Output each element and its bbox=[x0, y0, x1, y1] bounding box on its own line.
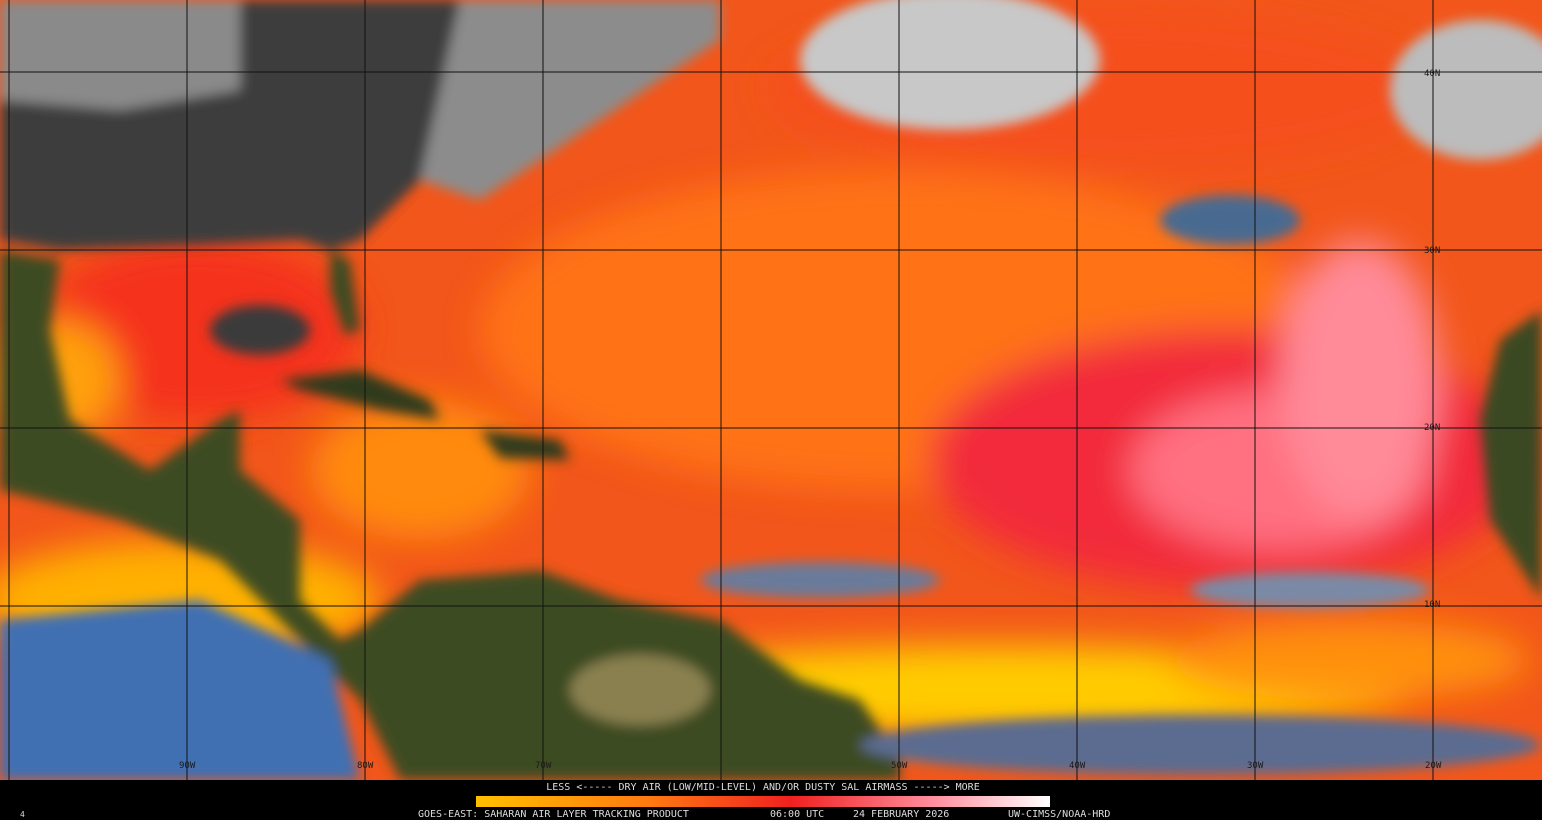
latitude-label: 30N bbox=[1424, 246, 1440, 256]
longitude-label: 70W bbox=[535, 761, 552, 771]
credit: UW-CIMSS/NOAA-HRD bbox=[1008, 809, 1110, 820]
longitude-label: 20W bbox=[1425, 761, 1442, 771]
legend-caption: LESS <----- DRY AIR (LOW/MID-LEVEL) AND/… bbox=[546, 782, 979, 793]
longitude-label: 50W bbox=[891, 761, 908, 771]
lat-lon-grid: 90W 80W 70W 50W 40W 30W 20W 40N 30N 20N 10N bbox=[0, 0, 1542, 780]
time: 06:00 UTC bbox=[770, 809, 824, 820]
imagery bbox=[0, 0, 1542, 780]
latitude-label: 20N bbox=[1424, 423, 1440, 433]
longitude-label: 30W bbox=[1247, 761, 1264, 771]
latitude-label: 40N bbox=[1424, 69, 1440, 79]
date: 24 FEBRUARY 2026 bbox=[853, 809, 949, 820]
longitude-label: 80W bbox=[357, 761, 374, 771]
product-name: GOES-EAST: SAHARAN AIR LAYER TRACKING PR… bbox=[418, 809, 689, 820]
longitude-label: 90W bbox=[179, 761, 196, 771]
corner-label: 4 bbox=[20, 810, 25, 819]
longitude-label: 40W bbox=[1069, 761, 1086, 771]
color-bar bbox=[476, 796, 1050, 807]
latitude-label: 10N bbox=[1424, 600, 1440, 610]
